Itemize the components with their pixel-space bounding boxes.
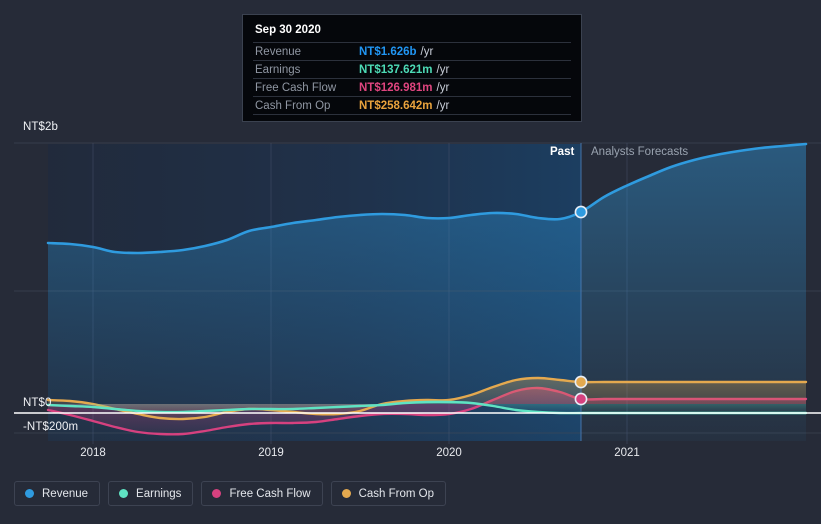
- segment-label-analysts-forecasts: Analysts Forecasts: [591, 146, 689, 158]
- legend-item-cash-from-op[interactable]: Cash From Op: [330, 481, 447, 506]
- legend-label: Earnings: [136, 487, 182, 500]
- legend-item-revenue[interactable]: Revenue: [14, 481, 101, 506]
- marker-cash-from-op: [574, 375, 588, 389]
- tooltip-metric-unit: /yr: [436, 99, 450, 112]
- tooltip-metric-name: Free Cash Flow: [255, 81, 337, 94]
- chart-legend[interactable]: Revenue Earnings Free Cash Flow Cash From O…: [14, 481, 447, 506]
- legend-label: Free Cash Flow: [229, 487, 311, 500]
- x-axis-tick-2018: 2018: [80, 447, 106, 459]
- x-axis-tick-2020: 2020: [436, 447, 462, 459]
- tooltip-metric-value: NT$126.981m: [359, 81, 433, 94]
- segment-label-past: Past: [550, 146, 575, 158]
- legend-label: Cash From Op: [358, 487, 435, 500]
- legend-color-dot-icon: [119, 489, 129, 498]
- tooltip-metric-unit: /yr: [420, 45, 434, 58]
- tooltip-row: Free Cash Flow NT$126.981m/yr: [253, 78, 571, 96]
- tooltip-row: Revenue NT$1.626b/yr: [253, 42, 571, 60]
- marker-free-cash-flow: [574, 392, 588, 406]
- tooltip-metric-unit: /yr: [436, 81, 450, 94]
- tooltip-metric-value: NT$137.621m: [359, 63, 433, 76]
- data-tooltip: Sep 30 2020 Revenue NT$1.626b/yr Earnings N…: [242, 14, 582, 122]
- legend-label: Revenue: [42, 487, 89, 500]
- tooltip-metric-value: NT$258.642m: [359, 99, 433, 112]
- tooltip-row: Earnings NT$137.621m/yr: [253, 60, 571, 78]
- series-revenue: [46, 142, 808, 441]
- tooltip-date: Sep 30 2020: [255, 24, 321, 36]
- tooltip-metric-name: Earnings: [255, 63, 301, 76]
- x-axis-tick-2019: 2019: [258, 447, 284, 459]
- tooltip-metric-unit: /yr: [436, 63, 450, 76]
- tooltip-metric-name: Revenue: [255, 45, 302, 58]
- x-axis-tick-2021: 2021: [614, 447, 640, 459]
- legend-item-free-cash-flow[interactable]: Free Cash Flow: [201, 481, 323, 506]
- tooltip-metric-name: Cash From Op: [255, 99, 331, 112]
- legend-item-earnings[interactable]: Earnings: [108, 481, 194, 506]
- tooltip-rows: Revenue NT$1.626b/yr Earnings NT$137.621m/y…: [253, 42, 571, 115]
- legend-color-dot-icon: [212, 489, 222, 498]
- tooltip-row: Cash From Op NT$258.642m/yr: [253, 96, 571, 115]
- legend-color-dot-icon: [341, 489, 351, 498]
- legend-color-dot-icon: [25, 489, 34, 498]
- marker-revenue: [574, 205, 588, 219]
- tooltip-metric-value: NT$1.626b: [359, 45, 417, 58]
